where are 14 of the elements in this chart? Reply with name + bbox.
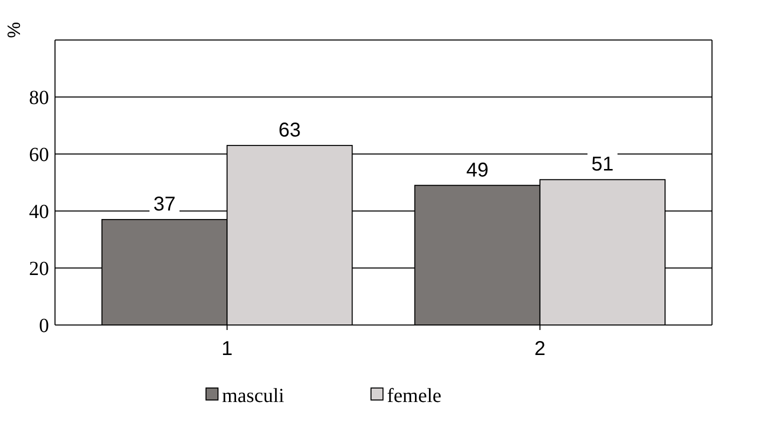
y-tick-label: 20 [29,258,49,280]
legend-label: femele [387,385,442,407]
y-tick-label: 80 [29,87,49,109]
y-tick-label: 60 [29,144,49,166]
data-label: 51 [591,154,614,176]
x-tick-label: 2 [534,338,546,360]
data-label: 49 [466,159,488,182]
y-axis-title: % [4,22,24,38]
data-label: 37 [153,194,176,216]
legend-label: masculi [222,385,285,407]
y-tick-label: 0 [39,315,49,337]
y-tick-label: 40 [29,201,49,223]
x-tick-label: 1 [222,338,233,360]
data-label: 63 [278,119,301,142]
